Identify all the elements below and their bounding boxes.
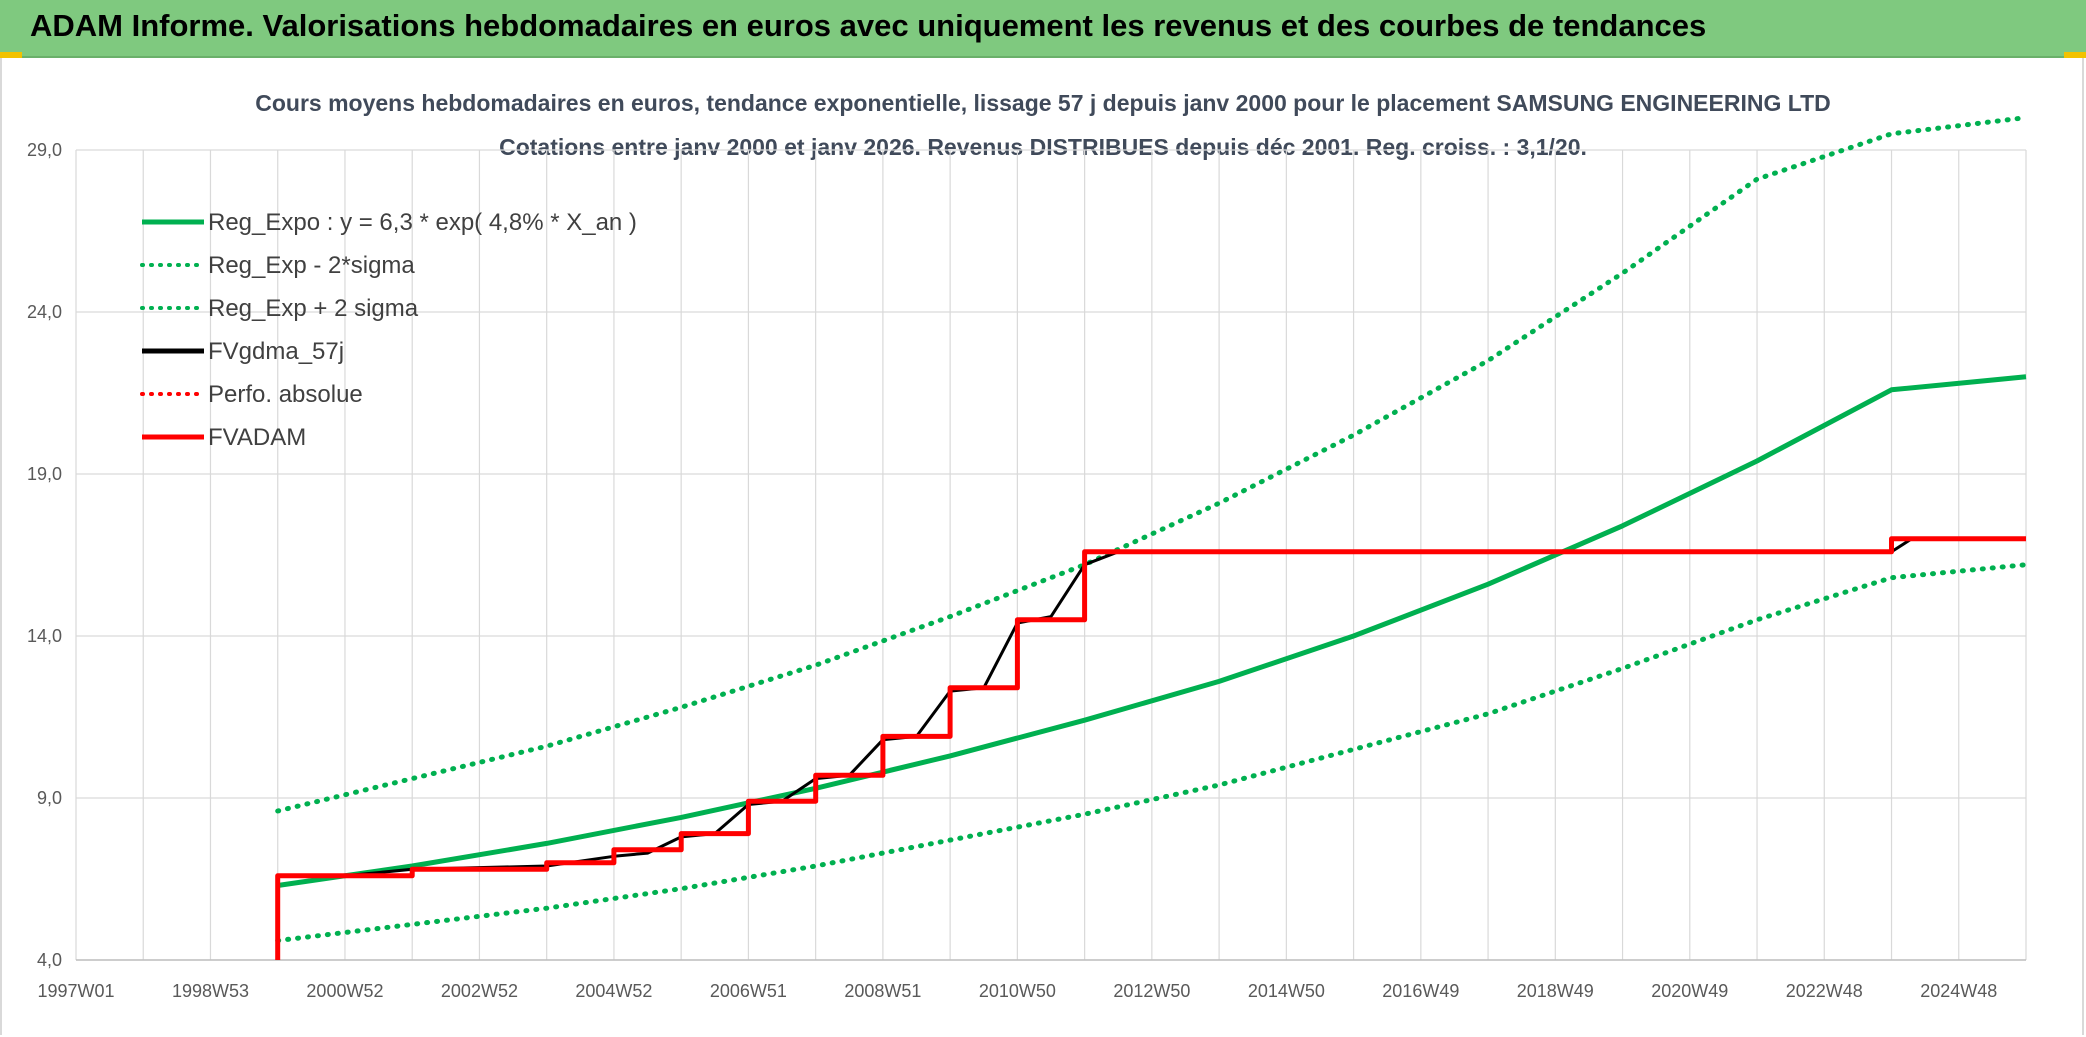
y-tick-label: 19,0 — [27, 464, 62, 484]
axes: 4,0 9,0 14,0 19,0 24,0 29,0 1997W01 1998W53 2000… — [27, 140, 2026, 1001]
report-banner: ADAM Informe. Valorisations hebdomadaire… — [0, 0, 2086, 58]
series-line-5 — [275, 536, 2026, 960]
x-tick-label: 2016W49 — [1382, 981, 1459, 1001]
x-tick-label: 2006W51 — [710, 981, 787, 1001]
banner-corner-right — [2064, 52, 2086, 58]
chart-title: Cours moyens hebdomadaires en euros, ten… — [255, 90, 1831, 116]
legend: Reg_Expo : y = 6,3 * exp( 4,8% * X_an ) R… — [140, 209, 637, 451]
x-tick-label: 1998W53 — [172, 981, 249, 1001]
legend-label: Reg_Expo : y = 6,3 * exp( 4,8% * X_an ) — [208, 209, 637, 236]
banner-corner-left — [0, 52, 22, 58]
x-tick-label: 2024W48 — [1920, 981, 1997, 1001]
y-tick-label: 24,0 — [27, 302, 62, 322]
legend-label: Perfo. absolue — [208, 381, 363, 408]
chart-frame — [0, 58, 2084, 1035]
series-line-2 — [275, 115, 2029, 814]
series-layer — [275, 115, 2029, 960]
x-tick-label: 2012W50 — [1113, 981, 1190, 1001]
x-tick-label: 2020W49 — [1651, 981, 1728, 1001]
y-tick-label: 14,0 — [27, 626, 62, 646]
x-tick-label: 2000W52 — [306, 981, 383, 1001]
legend-label: Reg_Exp + 2 sigma — [208, 295, 419, 322]
x-tick-label: 2022W48 — [1786, 981, 1863, 1001]
x-tick-label: 2010W50 — [979, 981, 1056, 1001]
x-tick-label: 2018W49 — [1517, 981, 1594, 1001]
legend-label: FVgdma_57j — [208, 338, 344, 365]
y-tick-label: 29,0 — [27, 140, 62, 160]
series-line-0 — [277, 374, 2027, 888]
x-tick-label: 2008W51 — [844, 981, 921, 1001]
x-tick-label: 2004W52 — [575, 981, 652, 1001]
legend-label: FVADAM — [208, 424, 306, 451]
report-title: ADAM Informe. Valorisations hebdomadaire… — [30, 8, 1707, 43]
x-tick-label: 2002W52 — [441, 981, 518, 1001]
x-tick-label: 2014W50 — [1248, 981, 1325, 1001]
y-tick-label: 4,0 — [37, 950, 62, 970]
legend-label: Reg_Exp - 2*sigma — [208, 252, 415, 279]
chart-subtitle: Cotations entre janv 2000 et janv 2026. … — [499, 134, 1587, 160]
x-tick-label: 1997W01 — [37, 981, 114, 1001]
y-tick-label: 9,0 — [37, 788, 62, 808]
